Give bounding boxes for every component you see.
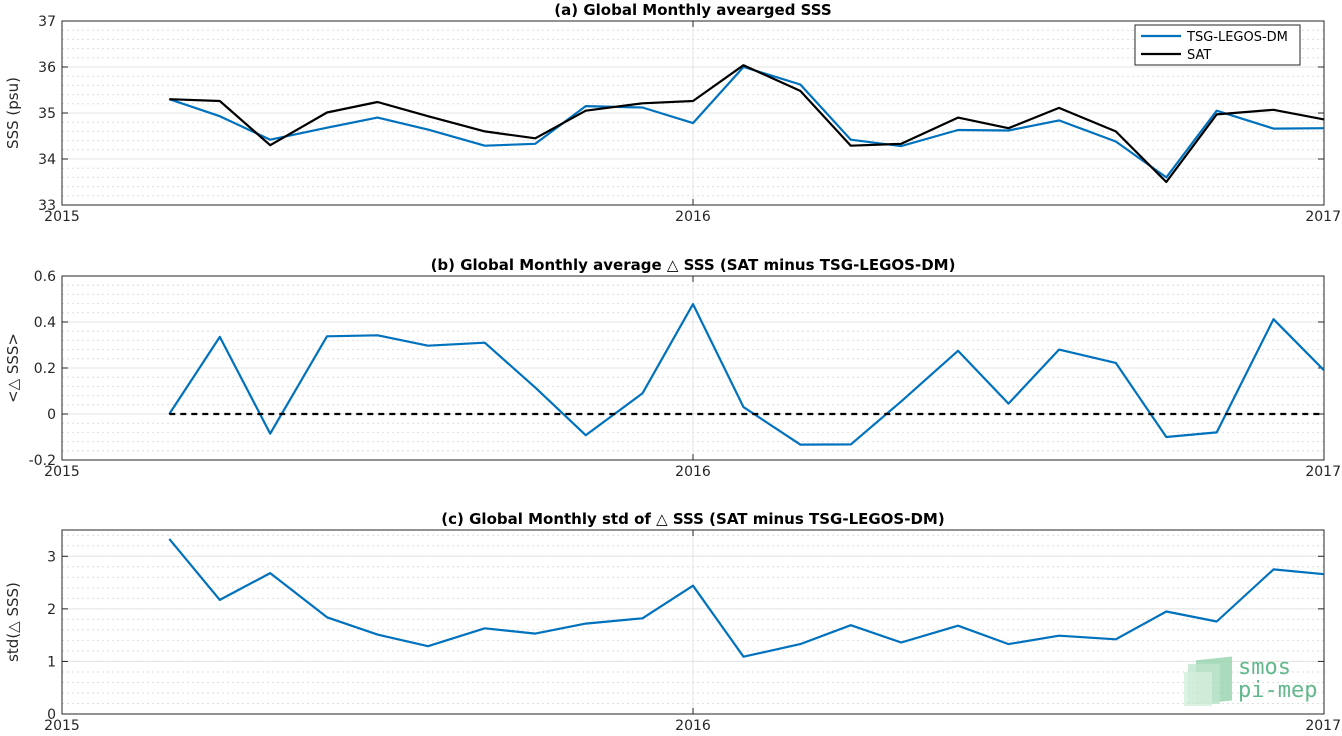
panel-title: (a) Global Monthly avearged SSS: [554, 1, 831, 19]
smos-pi-mep-logo: smos pi-mep: [1184, 655, 1317, 706]
logo-line1: smos: [1238, 655, 1291, 680]
y-tick-label: 0.4: [34, 315, 56, 331]
y-tick-label: 0.2: [34, 361, 56, 377]
series-line-delta: [168, 538, 1325, 658]
legend-entry: SAT: [1187, 48, 1211, 63]
y-axis-label: <△ SSS>: [4, 333, 22, 403]
series-line-sat: [169, 64, 1325, 184]
panel-b-delta-sss: -0.2 0 0.2 0.4 0.6 2015 2016 2017 (b) Global Mon…: [4, 256, 1341, 480]
y-tick-label: 34: [38, 152, 56, 168]
y-tick-label: 37: [38, 14, 56, 30]
y-tick-label: 0: [47, 707, 56, 723]
x-tick-label: 2015: [44, 718, 80, 734]
x-tick-label: 2017: [1305, 718, 1341, 734]
legend: TSG-LEGOS-DM SAT: [1134, 24, 1301, 66]
x-tick-label: 2016: [675, 464, 711, 480]
panel-title: (c) Global Monthly std of △ SSS (SAT min…: [441, 510, 944, 528]
y-tick-label: 2: [47, 602, 56, 618]
y-tick-label: 3: [47, 549, 56, 565]
x-tick-label: 2015: [44, 464, 80, 480]
panel-c-std-delta-sss: 0 1 2 3 2015 2016 2017 (c) Global Monthly std o…: [4, 510, 1341, 734]
series-line-delta: [168, 303, 1325, 446]
y-axis-label: std(△ SSS): [4, 582, 22, 662]
panel-a-sss: 33 34 35 36 37 2015 2016 2017 (a) Global Monthly…: [4, 1, 1341, 225]
y-tick-label: 1: [47, 654, 56, 670]
y-tick-label: 36: [38, 60, 56, 76]
legend-box: [1134, 24, 1301, 66]
y-tick-label: 0.6: [34, 269, 56, 285]
x-tick-label: 2015: [44, 209, 80, 225]
y-tick-label: 0: [47, 407, 56, 423]
legend-entry: TSG-LEGOS-DM: [1186, 30, 1288, 45]
x-tick-label: 2017: [1305, 209, 1341, 225]
y-tick-label: 33: [38, 198, 56, 214]
y-tick-label: 35: [38, 106, 56, 122]
x-tick-label: 2017: [1305, 464, 1341, 480]
series-line-tsg-legos-dm: [168, 65, 1325, 179]
y-tick-label: -0.2: [29, 453, 56, 469]
x-tick-label: 2016: [675, 209, 711, 225]
y-axis-label: SSS (psu): [4, 77, 22, 149]
panel-title: (b) Global Monthly average △ SSS (SAT mi…: [431, 256, 956, 274]
x-tick-label: 2016: [675, 718, 711, 734]
logo-line2: pi-mep: [1238, 678, 1317, 703]
